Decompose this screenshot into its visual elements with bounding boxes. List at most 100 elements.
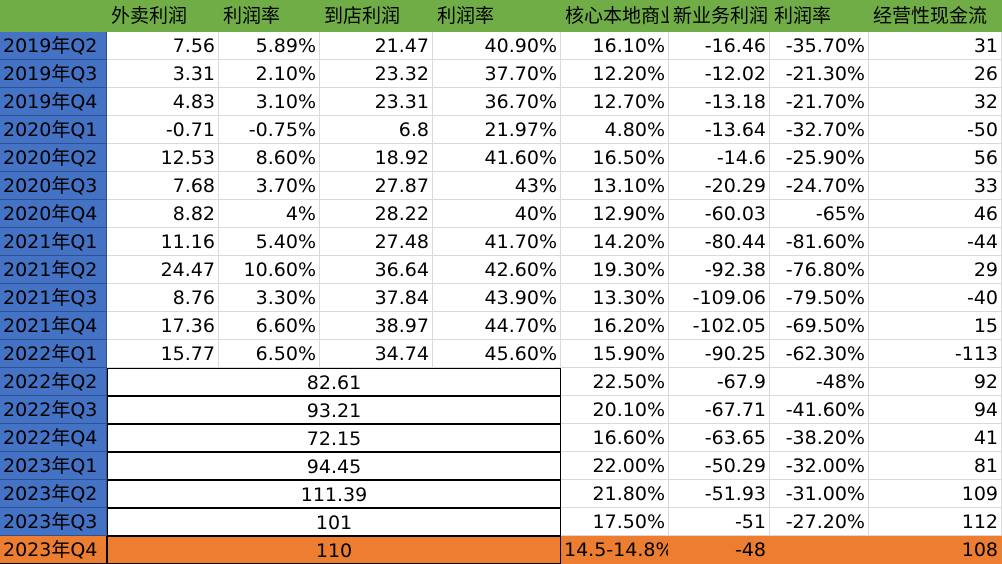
- data-cell[interactable]: 29: [869, 256, 1002, 284]
- data-cell[interactable]: 43%: [433, 172, 561, 200]
- data-cell[interactable]: 15: [869, 312, 1002, 340]
- data-cell[interactable]: -31.00%: [770, 480, 869, 508]
- data-cell[interactable]: -62.30%: [770, 340, 869, 368]
- data-cell[interactable]: -79.50%: [770, 284, 869, 312]
- data-cell[interactable]: 16.50%: [561, 144, 669, 172]
- data-cell[interactable]: 7.68: [107, 172, 219, 200]
- data-cell[interactable]: 23.31: [320, 88, 433, 116]
- data-cell[interactable]: 3.30%: [219, 284, 320, 312]
- data-cell[interactable]: 94: [869, 396, 1002, 424]
- data-cell[interactable]: [770, 536, 869, 564]
- data-cell[interactable]: 19.30%: [561, 256, 669, 284]
- data-cell[interactable]: -92.38: [669, 256, 770, 284]
- row-label-cell[interactable]: 2023年Q4: [0, 536, 107, 564]
- column-header-3[interactable]: 到店利润: [320, 0, 433, 32]
- column-header-7[interactable]: 利润率: [770, 0, 869, 32]
- data-cell[interactable]: -50.29: [669, 452, 770, 480]
- data-cell[interactable]: -0.75%: [219, 116, 320, 144]
- row-label-cell[interactable]: 2021年Q3: [0, 284, 107, 312]
- data-cell[interactable]: -14.6: [669, 144, 770, 172]
- row-label-cell[interactable]: 2019年Q4: [0, 88, 107, 116]
- data-cell[interactable]: 3.70%: [219, 172, 320, 200]
- merged-profit-cell[interactable]: 72.15: [107, 424, 561, 452]
- data-cell[interactable]: -67.71: [669, 396, 770, 424]
- data-cell[interactable]: 37.84: [320, 284, 433, 312]
- data-cell[interactable]: 12.90%: [561, 200, 669, 228]
- row-label-cell[interactable]: 2020年Q3: [0, 172, 107, 200]
- data-cell[interactable]: -90.25: [669, 340, 770, 368]
- header-corner-cell[interactable]: [0, 0, 107, 32]
- data-cell[interactable]: 12.20%: [561, 60, 669, 88]
- data-cell[interactable]: -38.20%: [770, 424, 869, 452]
- data-cell[interactable]: 14.5-14.8%: [561, 536, 669, 564]
- data-cell[interactable]: 12.70%: [561, 88, 669, 116]
- column-header-8[interactable]: 经营性现金流: [869, 0, 1002, 32]
- row-label-cell[interactable]: 2021年Q2: [0, 256, 107, 284]
- data-cell[interactable]: 26: [869, 60, 1002, 88]
- data-cell[interactable]: 32: [869, 88, 1002, 116]
- data-cell[interactable]: 23.32: [320, 60, 433, 88]
- row-label-cell[interactable]: 2019年Q2: [0, 32, 107, 60]
- data-cell[interactable]: 36.70%: [433, 88, 561, 116]
- row-label-cell[interactable]: 2020年Q2: [0, 144, 107, 172]
- row-label-cell[interactable]: 2022年Q2: [0, 368, 107, 396]
- data-cell[interactable]: 11.16: [107, 228, 219, 256]
- data-cell[interactable]: -12.02: [669, 60, 770, 88]
- data-cell[interactable]: 21.97%: [433, 116, 561, 144]
- data-cell[interactable]: -48: [669, 536, 770, 564]
- data-cell[interactable]: 81: [869, 452, 1002, 480]
- data-cell[interactable]: 109: [869, 480, 1002, 508]
- merged-profit-cell[interactable]: 111.39: [107, 480, 561, 508]
- column-header-2[interactable]: 利润率: [219, 0, 320, 32]
- data-cell[interactable]: 8.76: [107, 284, 219, 312]
- data-cell[interactable]: -32.70%: [770, 116, 869, 144]
- data-cell[interactable]: 56: [869, 144, 1002, 172]
- data-cell[interactable]: 4%: [219, 200, 320, 228]
- row-label-cell[interactable]: 2023年Q1: [0, 452, 107, 480]
- data-cell[interactable]: -65%: [770, 200, 869, 228]
- data-cell[interactable]: 41.70%: [433, 228, 561, 256]
- row-label-cell[interactable]: 2022年Q1: [0, 340, 107, 368]
- data-cell[interactable]: -48%: [770, 368, 869, 396]
- data-cell[interactable]: 112: [869, 508, 1002, 536]
- data-cell[interactable]: -41.60%: [770, 396, 869, 424]
- merged-profit-cell[interactable]: 93.21: [107, 396, 561, 424]
- row-label-cell[interactable]: 2021年Q1: [0, 228, 107, 256]
- data-cell[interactable]: 41: [869, 424, 1002, 452]
- data-cell[interactable]: -113: [869, 340, 1002, 368]
- data-cell[interactable]: 8.60%: [219, 144, 320, 172]
- data-cell[interactable]: -67.9: [669, 368, 770, 396]
- data-cell[interactable]: 6.8: [320, 116, 433, 144]
- data-cell[interactable]: -109.06: [669, 284, 770, 312]
- data-cell[interactable]: 21.80%: [561, 480, 669, 508]
- data-cell[interactable]: -35.70%: [770, 32, 869, 60]
- row-label-cell[interactable]: 2020年Q4: [0, 200, 107, 228]
- data-cell[interactable]: 40.90%: [433, 32, 561, 60]
- merged-profit-cell[interactable]: 110: [107, 536, 561, 564]
- data-cell[interactable]: -25.90%: [770, 144, 869, 172]
- data-cell[interactable]: 22.00%: [561, 452, 669, 480]
- data-cell[interactable]: 27.87: [320, 172, 433, 200]
- data-cell[interactable]: 2.10%: [219, 60, 320, 88]
- data-cell[interactable]: -0.71: [107, 116, 219, 144]
- data-cell[interactable]: -102.05: [669, 312, 770, 340]
- data-cell[interactable]: -21.30%: [770, 60, 869, 88]
- data-cell[interactable]: 10.60%: [219, 256, 320, 284]
- data-cell[interactable]: -21.70%: [770, 88, 869, 116]
- data-cell[interactable]: 31: [869, 32, 1002, 60]
- data-cell[interactable]: 43.90%: [433, 284, 561, 312]
- data-cell[interactable]: 6.50%: [219, 340, 320, 368]
- data-cell[interactable]: -32.00%: [770, 452, 869, 480]
- data-cell[interactable]: 27.48: [320, 228, 433, 256]
- data-cell[interactable]: 4.80%: [561, 116, 669, 144]
- data-cell[interactable]: 38.97: [320, 312, 433, 340]
- data-cell[interactable]: -44: [869, 228, 1002, 256]
- data-cell[interactable]: 108: [869, 536, 1002, 564]
- data-cell[interactable]: -63.65: [669, 424, 770, 452]
- data-cell[interactable]: -13.18: [669, 88, 770, 116]
- data-cell[interactable]: 15.90%: [561, 340, 669, 368]
- column-header-4[interactable]: 利润率: [433, 0, 561, 32]
- column-header-1[interactable]: 外卖利润: [107, 0, 219, 32]
- data-cell[interactable]: -76.80%: [770, 256, 869, 284]
- data-cell[interactable]: -69.50%: [770, 312, 869, 340]
